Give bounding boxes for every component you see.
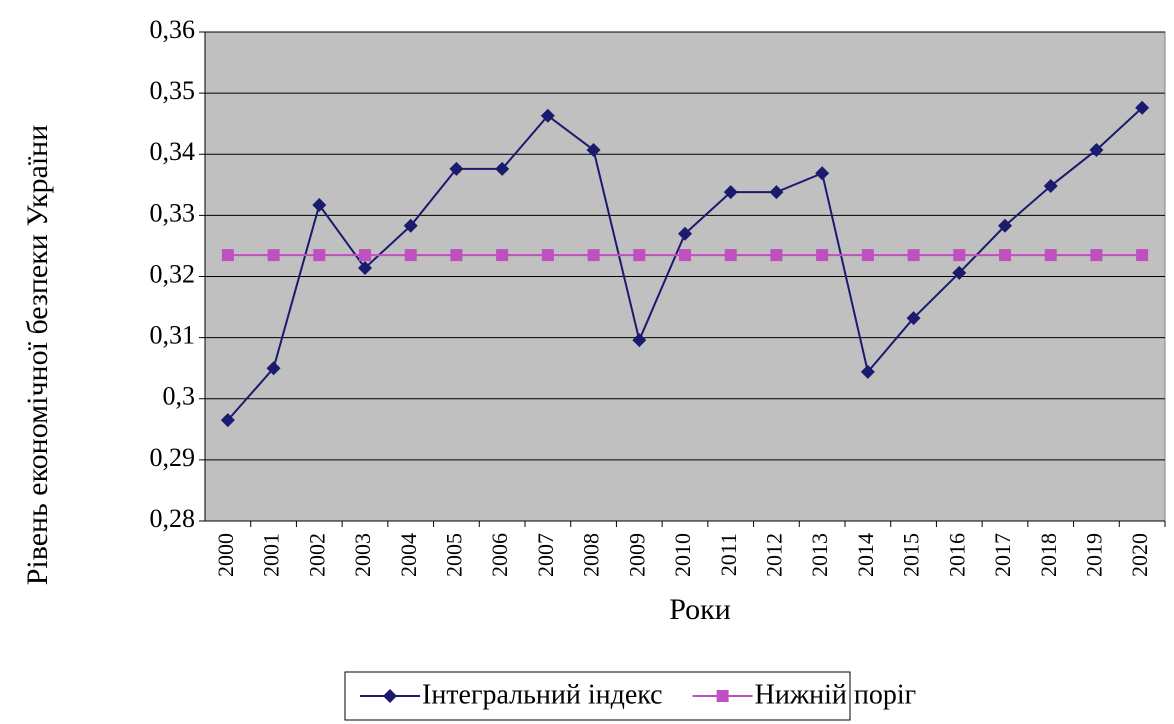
y-tick-label: 0,33 xyxy=(150,198,196,227)
point xyxy=(358,260,372,275)
point xyxy=(1090,249,1103,262)
point xyxy=(723,185,738,200)
point xyxy=(860,364,875,379)
point xyxy=(769,185,784,200)
point xyxy=(679,249,691,262)
point xyxy=(1044,249,1057,262)
point xyxy=(999,249,1011,262)
x-tick-label: 2007 xyxy=(533,533,558,577)
point xyxy=(907,249,920,262)
x-tick-label: 2019 xyxy=(1081,533,1106,577)
x-tick-label: 2003 xyxy=(350,533,375,577)
point xyxy=(587,249,600,262)
point xyxy=(586,142,601,157)
point xyxy=(266,361,281,376)
legend: Інтегральний індекс Нижній поріг xyxy=(344,671,917,721)
x-tick-label: 2006 xyxy=(487,533,512,577)
x-tick-label: 2018 xyxy=(1036,533,1061,577)
legend-label: Нижній поріг xyxy=(755,679,917,710)
point xyxy=(1136,249,1149,262)
legend-marker xyxy=(383,689,397,703)
y-tick-label: 0,3 xyxy=(163,382,196,411)
point xyxy=(815,166,830,181)
point xyxy=(1089,142,1104,157)
point xyxy=(312,197,327,212)
x-tick-label: 2005 xyxy=(441,533,466,577)
point xyxy=(541,249,554,262)
y-tick-label: 0,31 xyxy=(150,321,196,350)
x-tick-label: 2015 xyxy=(899,533,924,577)
point xyxy=(632,333,647,348)
y-tick-label: 0,36 xyxy=(150,15,196,44)
x-tick-label: 2004 xyxy=(396,533,421,577)
point xyxy=(359,249,371,262)
x-tick-label: 2011 xyxy=(716,533,741,576)
legend-box xyxy=(344,671,851,721)
point xyxy=(953,249,966,262)
point xyxy=(267,249,280,262)
point xyxy=(449,161,464,176)
x-tick-label: 2009 xyxy=(624,533,649,577)
x-tick-label: 2000 xyxy=(213,533,238,577)
point xyxy=(313,249,326,262)
point xyxy=(403,218,418,233)
x-tick-label: 2017 xyxy=(990,533,1015,577)
y-tick-label: 0,35 xyxy=(150,76,196,105)
x-tick-label: 2010 xyxy=(670,533,695,577)
x-tick-label: 2013 xyxy=(807,533,832,577)
point xyxy=(495,161,510,176)
point xyxy=(1135,100,1150,115)
legend-marker xyxy=(716,690,729,702)
point xyxy=(770,249,783,262)
point xyxy=(861,249,874,262)
point xyxy=(450,249,463,262)
point xyxy=(221,249,234,262)
point xyxy=(633,249,646,262)
point xyxy=(998,218,1012,233)
y-axis-title: Рівень економічної безпеки України xyxy=(21,125,54,586)
y-tick-label: 0,28 xyxy=(150,504,196,533)
point xyxy=(906,311,921,326)
point xyxy=(404,249,417,262)
x-tick-label: 2016 xyxy=(944,533,969,577)
y-tick-label: 0,32 xyxy=(150,259,196,288)
point xyxy=(952,265,967,280)
legend-label: Інтегральний індекс xyxy=(422,679,663,710)
y-tick-label: 0,29 xyxy=(150,443,196,472)
point xyxy=(220,413,235,428)
x-tick-label: 2008 xyxy=(579,533,604,577)
x-tick-label: 2014 xyxy=(853,533,878,577)
point xyxy=(496,249,509,262)
x-tick-label: 2002 xyxy=(304,533,329,577)
point xyxy=(724,249,737,262)
x-tick-label: 2020 xyxy=(1127,533,1152,577)
x-tick-label: 2012 xyxy=(761,533,786,577)
point xyxy=(678,226,692,241)
point xyxy=(1043,179,1058,194)
y-tick-label: 0,34 xyxy=(150,137,196,166)
x-tick-label: 2001 xyxy=(259,533,284,577)
point xyxy=(816,249,829,262)
point xyxy=(540,108,555,123)
x-axis-title: Роки xyxy=(669,593,731,626)
